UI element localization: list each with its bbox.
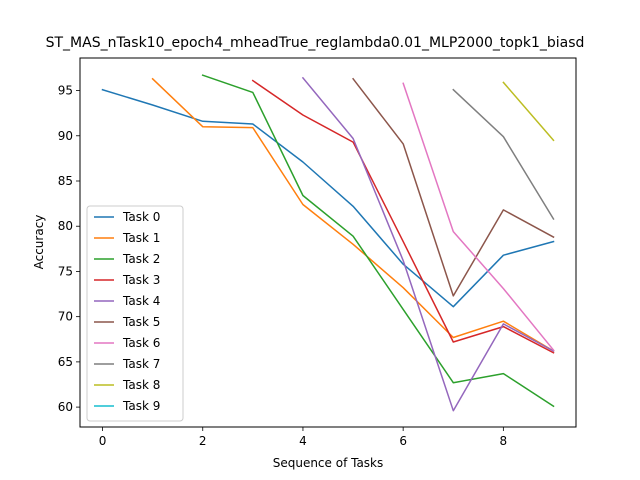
legend-label-task-0: Task 0 (122, 210, 160, 224)
series-line-task-2 (201, 74, 555, 408)
x-axis-ticks: 0 2 4 6 8 (99, 427, 507, 448)
y-tick-label: 65 (58, 355, 73, 369)
series-line-task-6 (402, 82, 555, 352)
series-line-task-8 (502, 81, 555, 142)
y-axis-label: Accuracy (32, 215, 46, 270)
legend-label-task-1: Task 1 (122, 231, 160, 245)
legend-label-task-7: Task 7 (122, 357, 160, 371)
x-tick-label: 6 (399, 434, 407, 448)
legend-label-task-5: Task 5 (122, 315, 160, 329)
x-axis-label: Sequence of Tasks (273, 456, 384, 470)
series-line-task-5 (352, 77, 555, 297)
y-tick-label: 90 (58, 129, 73, 143)
y-tick-label: 75 (58, 264, 73, 278)
y-tick-label: 60 (58, 400, 73, 414)
series-line-task-0 (101, 88, 555, 308)
legend-label-task-8: Task 8 (122, 378, 160, 392)
y-tick-label: 70 (58, 310, 73, 324)
x-tick-label: 2 (199, 434, 207, 448)
series-line-task-3 (251, 79, 555, 354)
y-tick-label: 85 (58, 174, 73, 188)
plot-lines (101, 74, 555, 412)
y-tick-label: 80 (58, 219, 73, 233)
y-tick-label: 95 (58, 84, 73, 98)
x-tick-label: 4 (299, 434, 307, 448)
axes-frame (79, 57, 577, 428)
series-line-task-4 (301, 76, 555, 412)
legend-label-task-6: Task 6 (122, 336, 160, 350)
x-tick-label: 0 (99, 434, 107, 448)
legend: Task 0 Task 1 Task 2 Task 3 Task 4 Task 5 Task… (86, 205, 184, 422)
legend-label-task-4: Task 4 (122, 294, 160, 308)
legend-label-task-3: Task 3 (122, 273, 160, 287)
series-line-task-7 (452, 88, 555, 221)
chart-title: ST_MAS_nTask10_epoch4_mheadTrue_reglambd… (46, 35, 585, 51)
y-axis-ticks: 60 65 70 75 80 85 90 95 (58, 84, 80, 414)
legend-label-task-2: Task 2 (122, 252, 160, 266)
x-tick-label: 8 (500, 434, 508, 448)
series-line-task-1 (151, 77, 555, 353)
legend-label-task-9: Task 9 (122, 399, 160, 413)
